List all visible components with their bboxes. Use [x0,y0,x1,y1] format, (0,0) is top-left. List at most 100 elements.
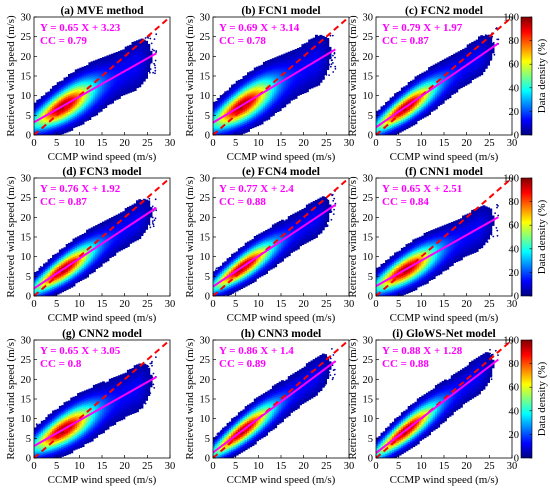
density-cell [446,94,450,98]
density-cell [283,53,287,57]
density-cell [247,117,250,121]
density-cell [61,131,65,135]
density-cell [466,72,470,75]
density-cell [95,83,99,86]
density-cell [83,99,87,102]
density-cell [36,294,40,296]
density-cell [292,93,296,96]
density-cell [106,90,110,94]
density-cell [36,105,40,109]
density-cell [489,57,493,61]
density-cell [387,110,391,114]
density-cell [58,126,62,130]
density-cell [124,62,128,65]
density-cell [423,95,427,98]
density-cell [81,82,85,86]
density-cell [72,88,76,91]
density-cell [260,72,264,76]
density-cell [242,82,246,85]
density-cell [61,115,65,119]
density-cell [419,85,422,89]
density-cell [106,100,110,104]
density-cell [142,69,146,72]
density-cell [145,60,148,64]
density-cell [319,36,323,40]
density-cell [106,102,110,106]
density-cell [217,98,221,101]
density-cell [45,280,49,283]
density-cell [432,90,436,93]
density-cell [126,71,130,74]
density-cell [287,71,291,74]
density-cell [233,99,237,102]
density-cell [52,294,55,296]
density-cell [425,72,429,75]
density-cell [446,57,450,60]
density-cell [133,56,137,60]
density-cell [287,69,291,72]
density-cell [113,96,117,99]
density-cell [453,77,456,80]
density-cell [65,82,69,86]
density-cell [52,103,55,107]
density-cell [396,119,400,123]
density-cell [113,68,117,72]
density-cell [111,57,114,61]
density-cell [380,116,384,119]
density-cell [421,76,425,80]
density-cell [326,43,330,47]
density-cell [43,101,46,104]
density-cell [385,113,388,117]
density-cell [301,46,305,49]
density-cell [484,44,488,48]
density-cell [475,61,479,64]
density-cell [299,51,302,54]
density-cell [274,59,278,62]
density-cell [88,83,92,87]
density-cell [444,70,447,73]
density-cell [90,61,94,64]
density-cell [136,75,139,79]
density-cell [79,77,83,81]
density-cell [301,58,305,61]
density-cell [36,109,40,113]
density-cell [405,85,409,88]
density-cell [294,54,298,58]
density-cell [38,269,42,273]
scatter-point [334,65,337,68]
density-cell [40,129,44,133]
density-cell [378,109,382,113]
density-cell [382,111,386,114]
density-cell [430,89,434,93]
density-cell [102,96,105,100]
density-cell [58,124,62,128]
density-cell [312,65,316,68]
density-cell [403,100,407,103]
density-cell [226,98,230,101]
density-cell [285,92,289,95]
density-cell [414,90,418,93]
density-cell [86,82,89,86]
density-cell [321,75,325,78]
density-cell [47,273,51,276]
density-cell [49,277,53,281]
density-cell [403,98,407,101]
density-cell [140,75,144,79]
density-cell [464,53,468,57]
density-cell [378,113,382,117]
density-cell [258,112,262,116]
density-cell [145,68,148,71]
density-cell [124,78,128,81]
density-cell [312,78,316,82]
density-cell [92,78,96,81]
density-cell [434,87,438,90]
density-cell [56,84,60,87]
density-cell [416,118,420,121]
density-cell [45,262,49,265]
density-cell [473,76,477,79]
density-cell [88,95,92,99]
density-cell [265,98,268,101]
density-cell [61,266,65,269]
density-cell [45,291,49,295]
density-cell [224,97,228,100]
